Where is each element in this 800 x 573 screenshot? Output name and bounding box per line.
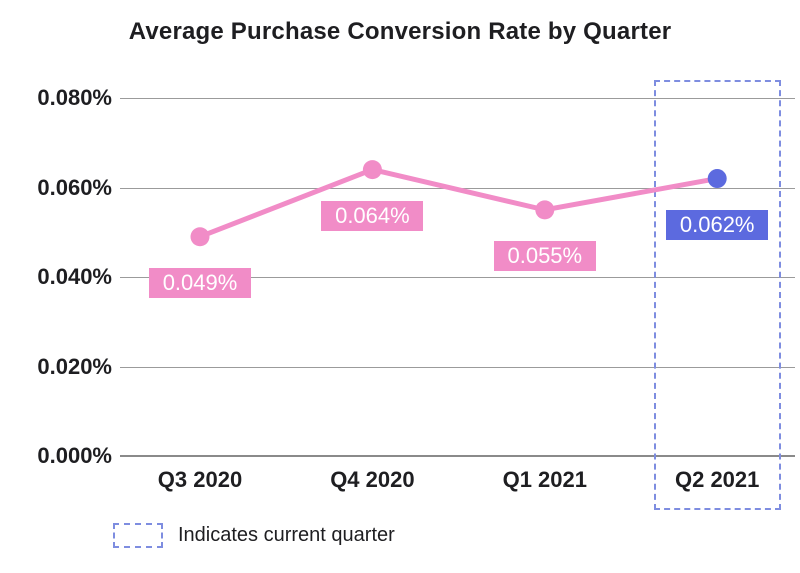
y-tick-label: 0.060% bbox=[37, 174, 112, 200]
current-quarter-legend-icon bbox=[113, 523, 163, 548]
y-tick-label: 0.040% bbox=[37, 264, 112, 289]
legend-label: Indicates current quarter bbox=[178, 524, 395, 546]
y-tick-label: 0.080% bbox=[37, 85, 112, 110]
data-point bbox=[190, 227, 210, 247]
gridline bbox=[120, 98, 795, 99]
current-quarter-highlight bbox=[653, 80, 781, 510]
gridline bbox=[120, 366, 795, 368]
x-tick-label: Q2 2021 bbox=[674, 467, 760, 492]
value-label: 0.064% bbox=[321, 200, 424, 231]
x-tick-label: Q4 2020 bbox=[330, 467, 415, 492]
legend: Indicates current quarter bbox=[113, 523, 395, 548]
data-point bbox=[362, 160, 382, 180]
data-point bbox=[535, 200, 555, 220]
value-label: 0.055% bbox=[493, 240, 596, 271]
x-tick-label: Q3 2020 bbox=[157, 467, 243, 492]
series-line bbox=[199, 166, 718, 240]
x-tick-label: Q1 2021 bbox=[502, 467, 587, 492]
y-tick-label: 0.000% bbox=[37, 443, 112, 468]
value-label: 0.049% bbox=[149, 267, 251, 298]
y-tick-label: 0.020% bbox=[37, 353, 112, 379]
value-label-current: 0.062% bbox=[666, 209, 769, 240]
chart-title: Average Purchase Conversion Rate by Quar… bbox=[128, 18, 672, 45]
gridline bbox=[120, 455, 795, 457]
gridline bbox=[120, 277, 795, 278]
data-point-current bbox=[707, 169, 727, 189]
